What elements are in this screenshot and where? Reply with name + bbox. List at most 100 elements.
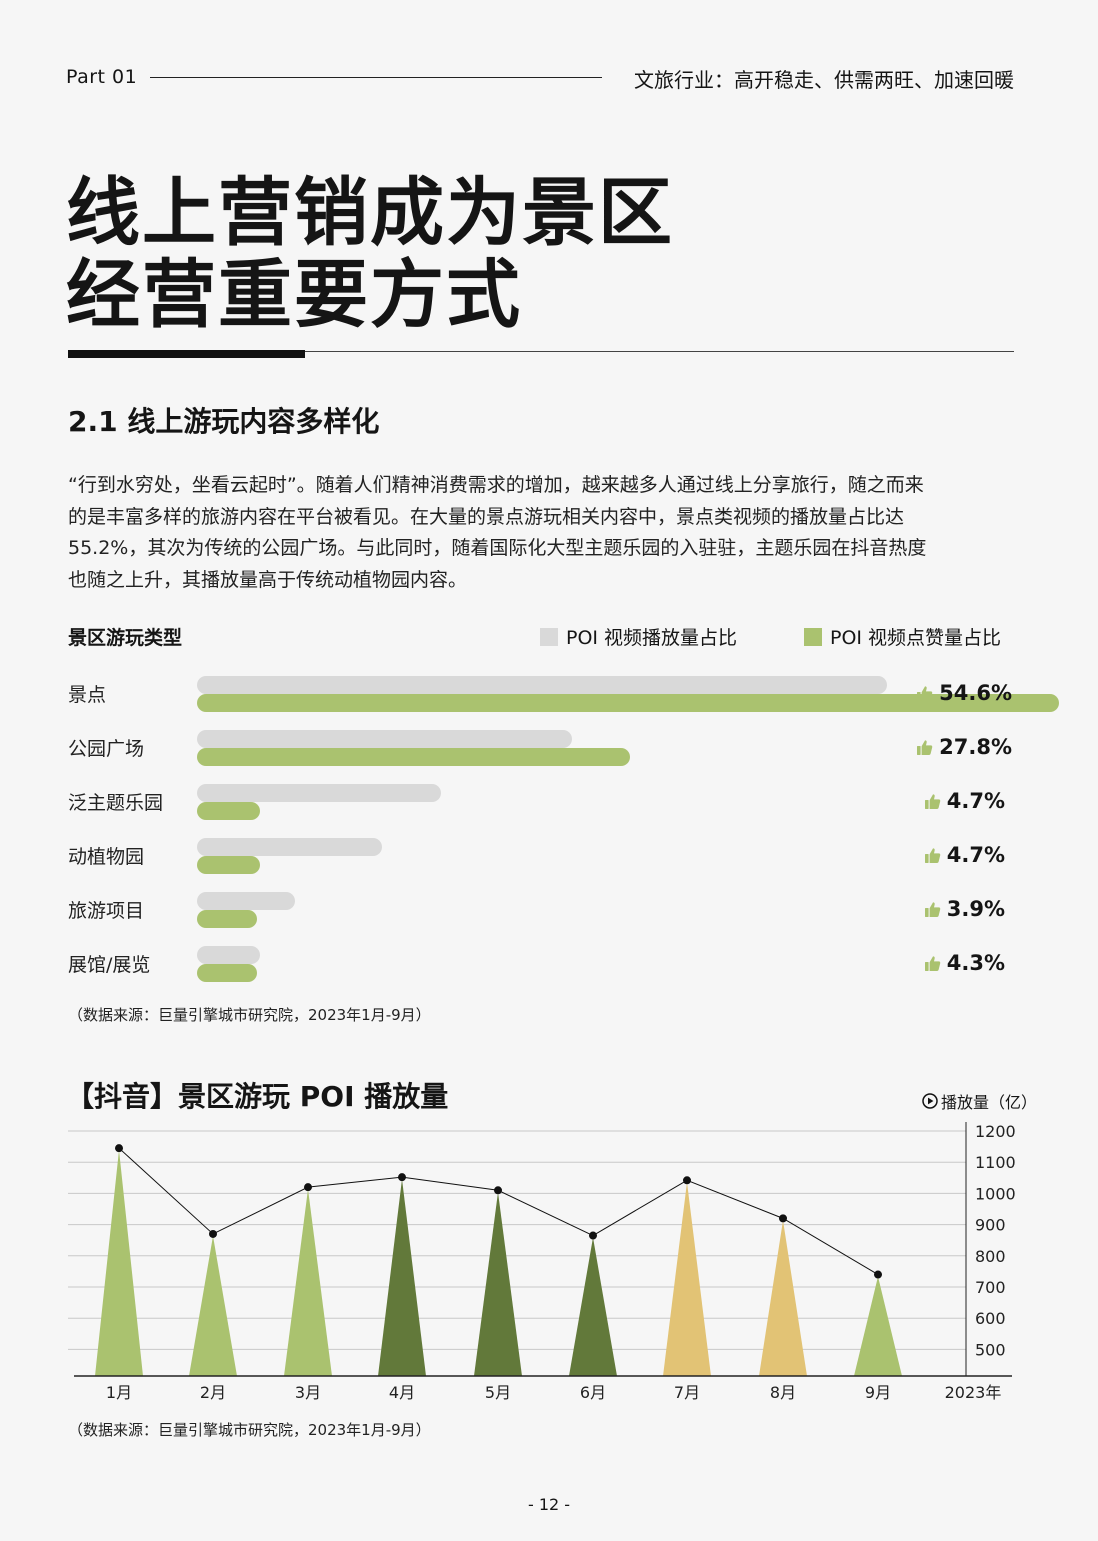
legend-label: POI 视频点赞量占比 bbox=[830, 627, 1002, 649]
page-title: 线上营销成为景区 经营重要方式 bbox=[66, 172, 674, 336]
bar-play-share bbox=[197, 946, 260, 964]
peak-shape bbox=[569, 1237, 617, 1376]
bar-like-share bbox=[197, 964, 257, 982]
x-tick-label: 8月 bbox=[770, 1383, 796, 1402]
x-tick-label: 6月 bbox=[580, 1383, 606, 1402]
bar-like-share bbox=[197, 748, 630, 766]
thumbs-up-icon bbox=[924, 847, 941, 863]
unit-label-text: 播放量（亿） bbox=[941, 1093, 1038, 1112]
x-tick-label: 3月 bbox=[295, 1383, 321, 1402]
y-tick-label: 500 bbox=[975, 1340, 1006, 1359]
bar-like-share bbox=[197, 694, 1059, 712]
bar-play-share bbox=[197, 892, 295, 910]
bar-value-text: 4.7% bbox=[946, 843, 1005, 867]
bar-like-share bbox=[197, 802, 261, 820]
peak-shape bbox=[663, 1182, 711, 1376]
bar-chart-source: （数据来源：巨量引擎城市研究院，2023年1月-9月） bbox=[68, 1006, 431, 1024]
y-tick-label: 600 bbox=[975, 1309, 1006, 1328]
y-tick-label: 1100 bbox=[975, 1153, 1016, 1172]
bar-value-label: 27.8% bbox=[916, 735, 1012, 759]
peak-shape bbox=[95, 1150, 143, 1376]
bar-category-label: 旅游项目 bbox=[68, 900, 145, 922]
bar-value-label: 54.6% bbox=[916, 681, 1012, 705]
intro-line: “行到水穷处，坐看云起时”。随着人们精神消费需求的增加，越来越多人通过线上分享旅… bbox=[68, 474, 924, 496]
line-chart-source: （数据来源：巨量引擎城市研究院，2023年1月-9月） bbox=[68, 1421, 431, 1439]
peak-shape bbox=[474, 1192, 522, 1376]
bar-like-share bbox=[197, 856, 261, 874]
legend-swatch-grey bbox=[540, 627, 558, 646]
peak-shape bbox=[759, 1220, 807, 1376]
legend-swatch-green bbox=[804, 627, 822, 646]
bar-category-label: 展馆/展览 bbox=[68, 954, 151, 976]
peak-shape bbox=[378, 1179, 426, 1376]
data-point bbox=[398, 1173, 406, 1182]
bar-value-label: 4.3% bbox=[924, 951, 1005, 975]
thumbs-up-icon bbox=[924, 955, 941, 971]
bar-value-text: 4.3% bbox=[946, 951, 1005, 975]
intro-line: 的是丰富多样的旅游内容在平台被看见。在大量的景点游玩相关内容中，景点类视频的播放… bbox=[68, 505, 905, 528]
bar-value-label: 4.7% bbox=[924, 789, 1005, 813]
bar-category-label: 泛主题乐园 bbox=[68, 792, 164, 814]
x-tick-label: 4月 bbox=[389, 1383, 415, 1402]
data-point bbox=[304, 1183, 312, 1192]
page-title-line-1: 线上营销成为景区 bbox=[66, 170, 674, 256]
bar-category-label: 公园广场 bbox=[68, 738, 145, 760]
x-tick-label: 9月 bbox=[865, 1383, 891, 1402]
x-tick-label: 1月 bbox=[106, 1383, 132, 1402]
bar-play-share bbox=[197, 676, 887, 694]
bar-play-share bbox=[197, 838, 382, 856]
data-point bbox=[115, 1144, 123, 1153]
bar-value-text: 4.7% bbox=[946, 789, 1005, 813]
data-point bbox=[209, 1229, 217, 1238]
bar-play-share bbox=[197, 784, 441, 802]
bar-value-text: 27.8% bbox=[939, 735, 1012, 759]
data-point bbox=[683, 1176, 691, 1185]
y-tick-label: 800 bbox=[975, 1247, 1006, 1266]
y-tick-label: 900 bbox=[975, 1216, 1006, 1235]
peak-shape bbox=[284, 1189, 332, 1376]
bar-category-label: 动植物园 bbox=[68, 846, 145, 868]
header-divider bbox=[150, 77, 602, 78]
data-point bbox=[589, 1231, 597, 1240]
intro-line: 55.2%，其次为传统的公园广场。与此同时，随着国际化大型主题乐园的入驻驻，主题… bbox=[68, 537, 927, 559]
x-tick-label: 7月 bbox=[674, 1383, 700, 1402]
bar-value-text: 3.9% bbox=[946, 897, 1005, 921]
data-point bbox=[779, 1214, 787, 1223]
page-title-line-2: 经营重要方式 bbox=[66, 252, 522, 338]
y-tick-label: 700 bbox=[975, 1278, 1006, 1297]
unit-label: 播放量（亿） bbox=[922, 1089, 1037, 1113]
part-label: Part 01 bbox=[66, 66, 138, 88]
y-tick-label: 1000 bbox=[975, 1184, 1016, 1203]
bar-category-label: 景点 bbox=[68, 684, 107, 706]
intro-paragraph: “行到水穷处，坐看云起时”。随着人们精神消费需求的增加，越来越多人通过线上分享旅… bbox=[68, 470, 1016, 596]
bar-value-label: 3.9% bbox=[924, 897, 1005, 921]
bar-chart-title: 景区游玩类型 bbox=[68, 627, 183, 649]
thumbs-up-icon bbox=[917, 739, 933, 755]
peak-chart: 500 600 700 800 900 1000 1100 1200 1月 2月 3月 4月 5月 6月 7… bbox=[68, 1122, 1016, 1402]
play-icon bbox=[922, 1093, 938, 1109]
section-heading: 2.1 线上游玩内容多样化 bbox=[68, 405, 380, 438]
legend-play-share: POI 视频播放量占比 bbox=[540, 623, 737, 650]
peak-shape bbox=[189, 1235, 237, 1376]
header-tagline: 文旅行业：高开稳走、供需两旺、加速回暖 bbox=[634, 68, 1014, 92]
line-chart-title: 【抖音】景区游玩 POI 播放量 bbox=[66, 1080, 449, 1113]
bar-value-label: 4.7% bbox=[924, 843, 1005, 867]
data-point bbox=[494, 1186, 502, 1195]
thumbs-up-icon bbox=[924, 793, 941, 809]
peak-shape bbox=[854, 1276, 902, 1376]
legend-like-share: POI 视频点赞量占比 bbox=[804, 623, 1001, 650]
thumbs-up-icon bbox=[917, 685, 933, 701]
bar-like-share bbox=[197, 910, 257, 928]
x-tick-label: 2月 bbox=[200, 1383, 226, 1402]
bar-play-share bbox=[197, 730, 572, 748]
intro-line: 也随之上升，其播放量高于传统动植物园内容。 bbox=[68, 568, 468, 591]
x-end-label: 2023年 bbox=[945, 1383, 1002, 1402]
title-divider bbox=[68, 351, 1014, 352]
legend-label: POI 视频播放量占比 bbox=[566, 627, 738, 649]
page-number: - 12 - bbox=[527, 1495, 571, 1514]
data-point bbox=[874, 1270, 882, 1279]
x-tick-label: 5月 bbox=[485, 1383, 511, 1402]
thumbs-up-icon bbox=[924, 901, 941, 917]
y-tick-label: 1200 bbox=[975, 1122, 1016, 1141]
title-divider-accent bbox=[68, 350, 305, 358]
